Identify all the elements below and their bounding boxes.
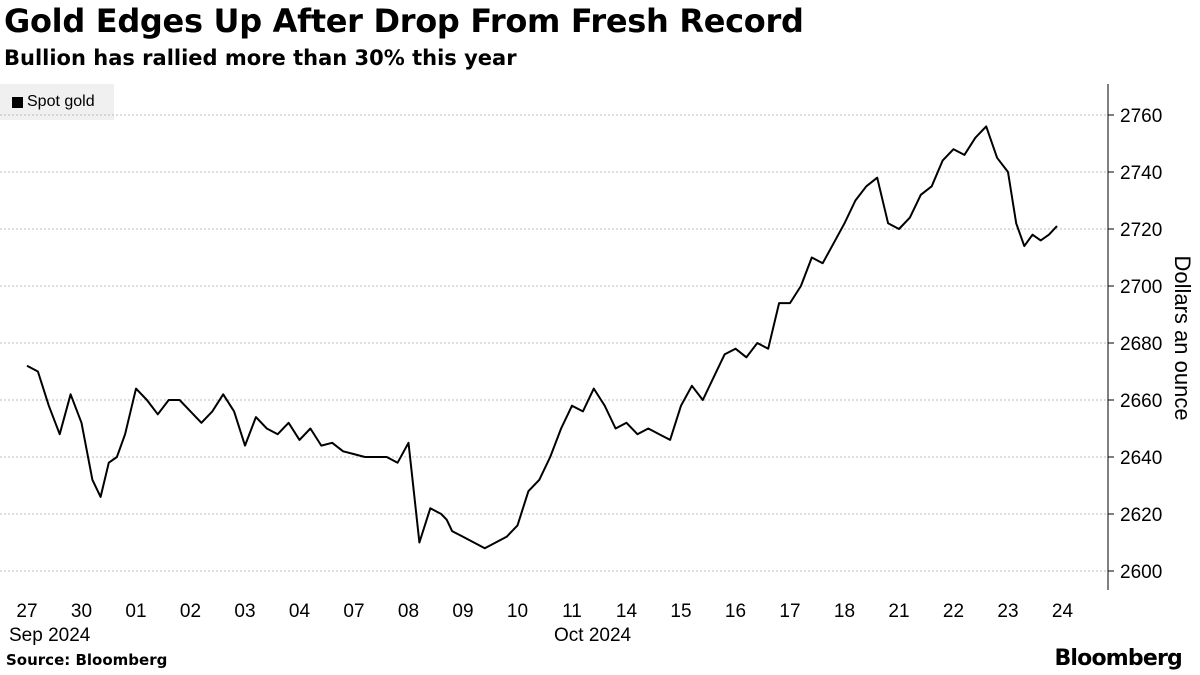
source-note: Source: Bloomberg xyxy=(6,651,168,669)
chart-subtitle: Bullion has rallied more than 30% this y… xyxy=(4,46,517,70)
x-tick-label: 03 xyxy=(234,601,255,622)
x-tick-label: 24 xyxy=(1052,601,1074,622)
y-tick-label: 2680 xyxy=(1120,334,1162,355)
x-tick-label: 17 xyxy=(779,601,800,622)
y-tick-label: 2620 xyxy=(1120,505,1162,526)
x-tick-label: 04 xyxy=(289,601,311,622)
x-month-label: Oct 2024 xyxy=(554,625,632,646)
y-axis-label: Dollars an ounce xyxy=(1170,255,1195,420)
y-tick-label: 2660 xyxy=(1120,391,1162,412)
y-tick-label: 2720 xyxy=(1120,220,1162,241)
gridlines xyxy=(0,114,1108,572)
x-tick-label: 18 xyxy=(834,601,855,622)
x-tick-label: 16 xyxy=(725,601,746,622)
y-tick-label: 2700 xyxy=(1120,277,1162,298)
x-tick-label: 07 xyxy=(343,601,364,622)
x-tick-label: 22 xyxy=(943,601,964,622)
x-tick-label: 08 xyxy=(398,601,419,622)
y-tick-label: 2600 xyxy=(1120,562,1162,583)
chart-title: Gold Edges Up After Drop From Fresh Reco… xyxy=(4,2,804,40)
x-axis-ticks: 27 30 01 02 03 04 07 08 09 10 11 14 15 16 17 18 21 22 23 24… xyxy=(9,601,1073,646)
x-tick-label: 30 xyxy=(71,601,92,622)
y-tick-label: 2760 xyxy=(1120,106,1162,127)
y-tick-label: 2740 xyxy=(1120,163,1162,184)
x-tick-label: 23 xyxy=(997,601,1018,622)
bloomberg-logo: Bloomberg xyxy=(1054,646,1182,671)
x-month-label: Sep 2024 xyxy=(9,625,91,646)
legend: Spot gold xyxy=(0,84,114,120)
x-tick-label: 01 xyxy=(125,601,146,622)
x-tick-label: 21 xyxy=(888,601,909,622)
legend-swatch-icon xyxy=(12,96,23,108)
x-tick-label: 02 xyxy=(180,601,201,622)
x-tick-label: 11 xyxy=(562,601,582,622)
x-tick-label: 14 xyxy=(616,601,638,622)
x-tick-label: 27 xyxy=(16,601,37,622)
x-tick-label: 10 xyxy=(507,601,528,622)
legend-label: Spot gold xyxy=(27,93,95,110)
series-line-spot-gold xyxy=(26,125,1058,550)
y-axis-ticks: 2600 2620 2640 2660 2680 2700 2720 2740 2760 xyxy=(1108,106,1162,583)
x-tick-label: 09 xyxy=(452,601,473,622)
x-tick-label: 15 xyxy=(670,601,691,622)
y-tick-label: 2640 xyxy=(1120,448,1162,469)
